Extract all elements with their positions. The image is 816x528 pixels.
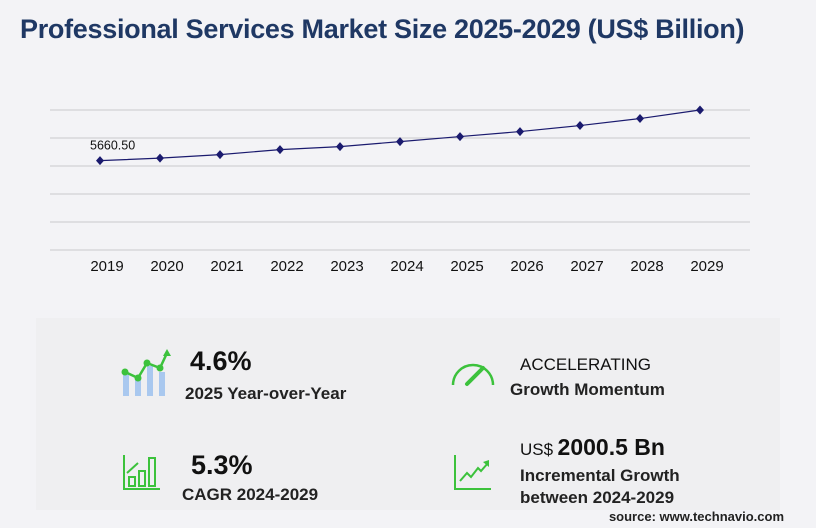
bar-chart-icon: [123, 455, 160, 490]
yoy-value: 4.6%: [190, 346, 252, 376]
x-tick-label: 2027: [570, 258, 603, 275]
kpi-panel: [36, 318, 780, 510]
incremental-amount: 2000.5 Bn: [557, 434, 665, 460]
speedometer-icon: [451, 363, 495, 386]
x-tick-label: 2026: [510, 258, 543, 275]
x-tick-label: 2025: [450, 258, 483, 275]
x-tick-label: 2022: [270, 258, 303, 275]
data-point: [696, 105, 704, 115]
x-tick-label: 2021: [210, 258, 243, 275]
yoy-label: 2025 Year-over-Year: [185, 384, 347, 403]
incremental-label-1: Incremental Growth: [520, 466, 680, 485]
x-tick-label: 2023: [330, 258, 363, 275]
data-point: [276, 145, 284, 155]
data-point: [396, 137, 404, 147]
data-point: [96, 156, 104, 166]
growth-chart-icon: [121, 349, 171, 396]
momentum-value: ACCELERATING: [520, 355, 651, 374]
cagr-label: CAGR 2024-2029: [182, 485, 319, 504]
line-chart: 2019 5660.50 2020 2021 2022 2023 2024 2025 2026 2…: [50, 105, 750, 275]
data-point: [516, 127, 524, 137]
momentum-label: Growth Momentum: [510, 380, 665, 399]
data-label: 5660.50: [90, 139, 135, 153]
x-tick-label: 2028: [630, 258, 663, 275]
incremental-label-2: between 2024-2029: [520, 488, 675, 507]
data-point: [216, 150, 224, 160]
source-note: source: www.technavio.com: [608, 509, 784, 524]
data-point: [336, 142, 344, 152]
data-point: [456, 132, 464, 142]
chart-title: Professional Services Market Size 2025-2…: [20, 14, 745, 44]
incremental-value: US$ 2000.5 Bn: [520, 434, 665, 461]
x-tick-label: 2029: [690, 258, 723, 275]
x-tick-label: 2020: [150, 258, 183, 275]
x-tick-label: 2024: [390, 258, 423, 275]
data-point: [156, 153, 164, 163]
cagr-value: 5.3%: [191, 450, 253, 480]
series-line: [99, 109, 701, 162]
data-point: [636, 114, 644, 124]
x-tick-label: 2019: [90, 258, 123, 275]
currency-prefix: US$: [520, 440, 554, 459]
data-point: [576, 121, 584, 131]
trend-up-icon: [454, 455, 491, 490]
